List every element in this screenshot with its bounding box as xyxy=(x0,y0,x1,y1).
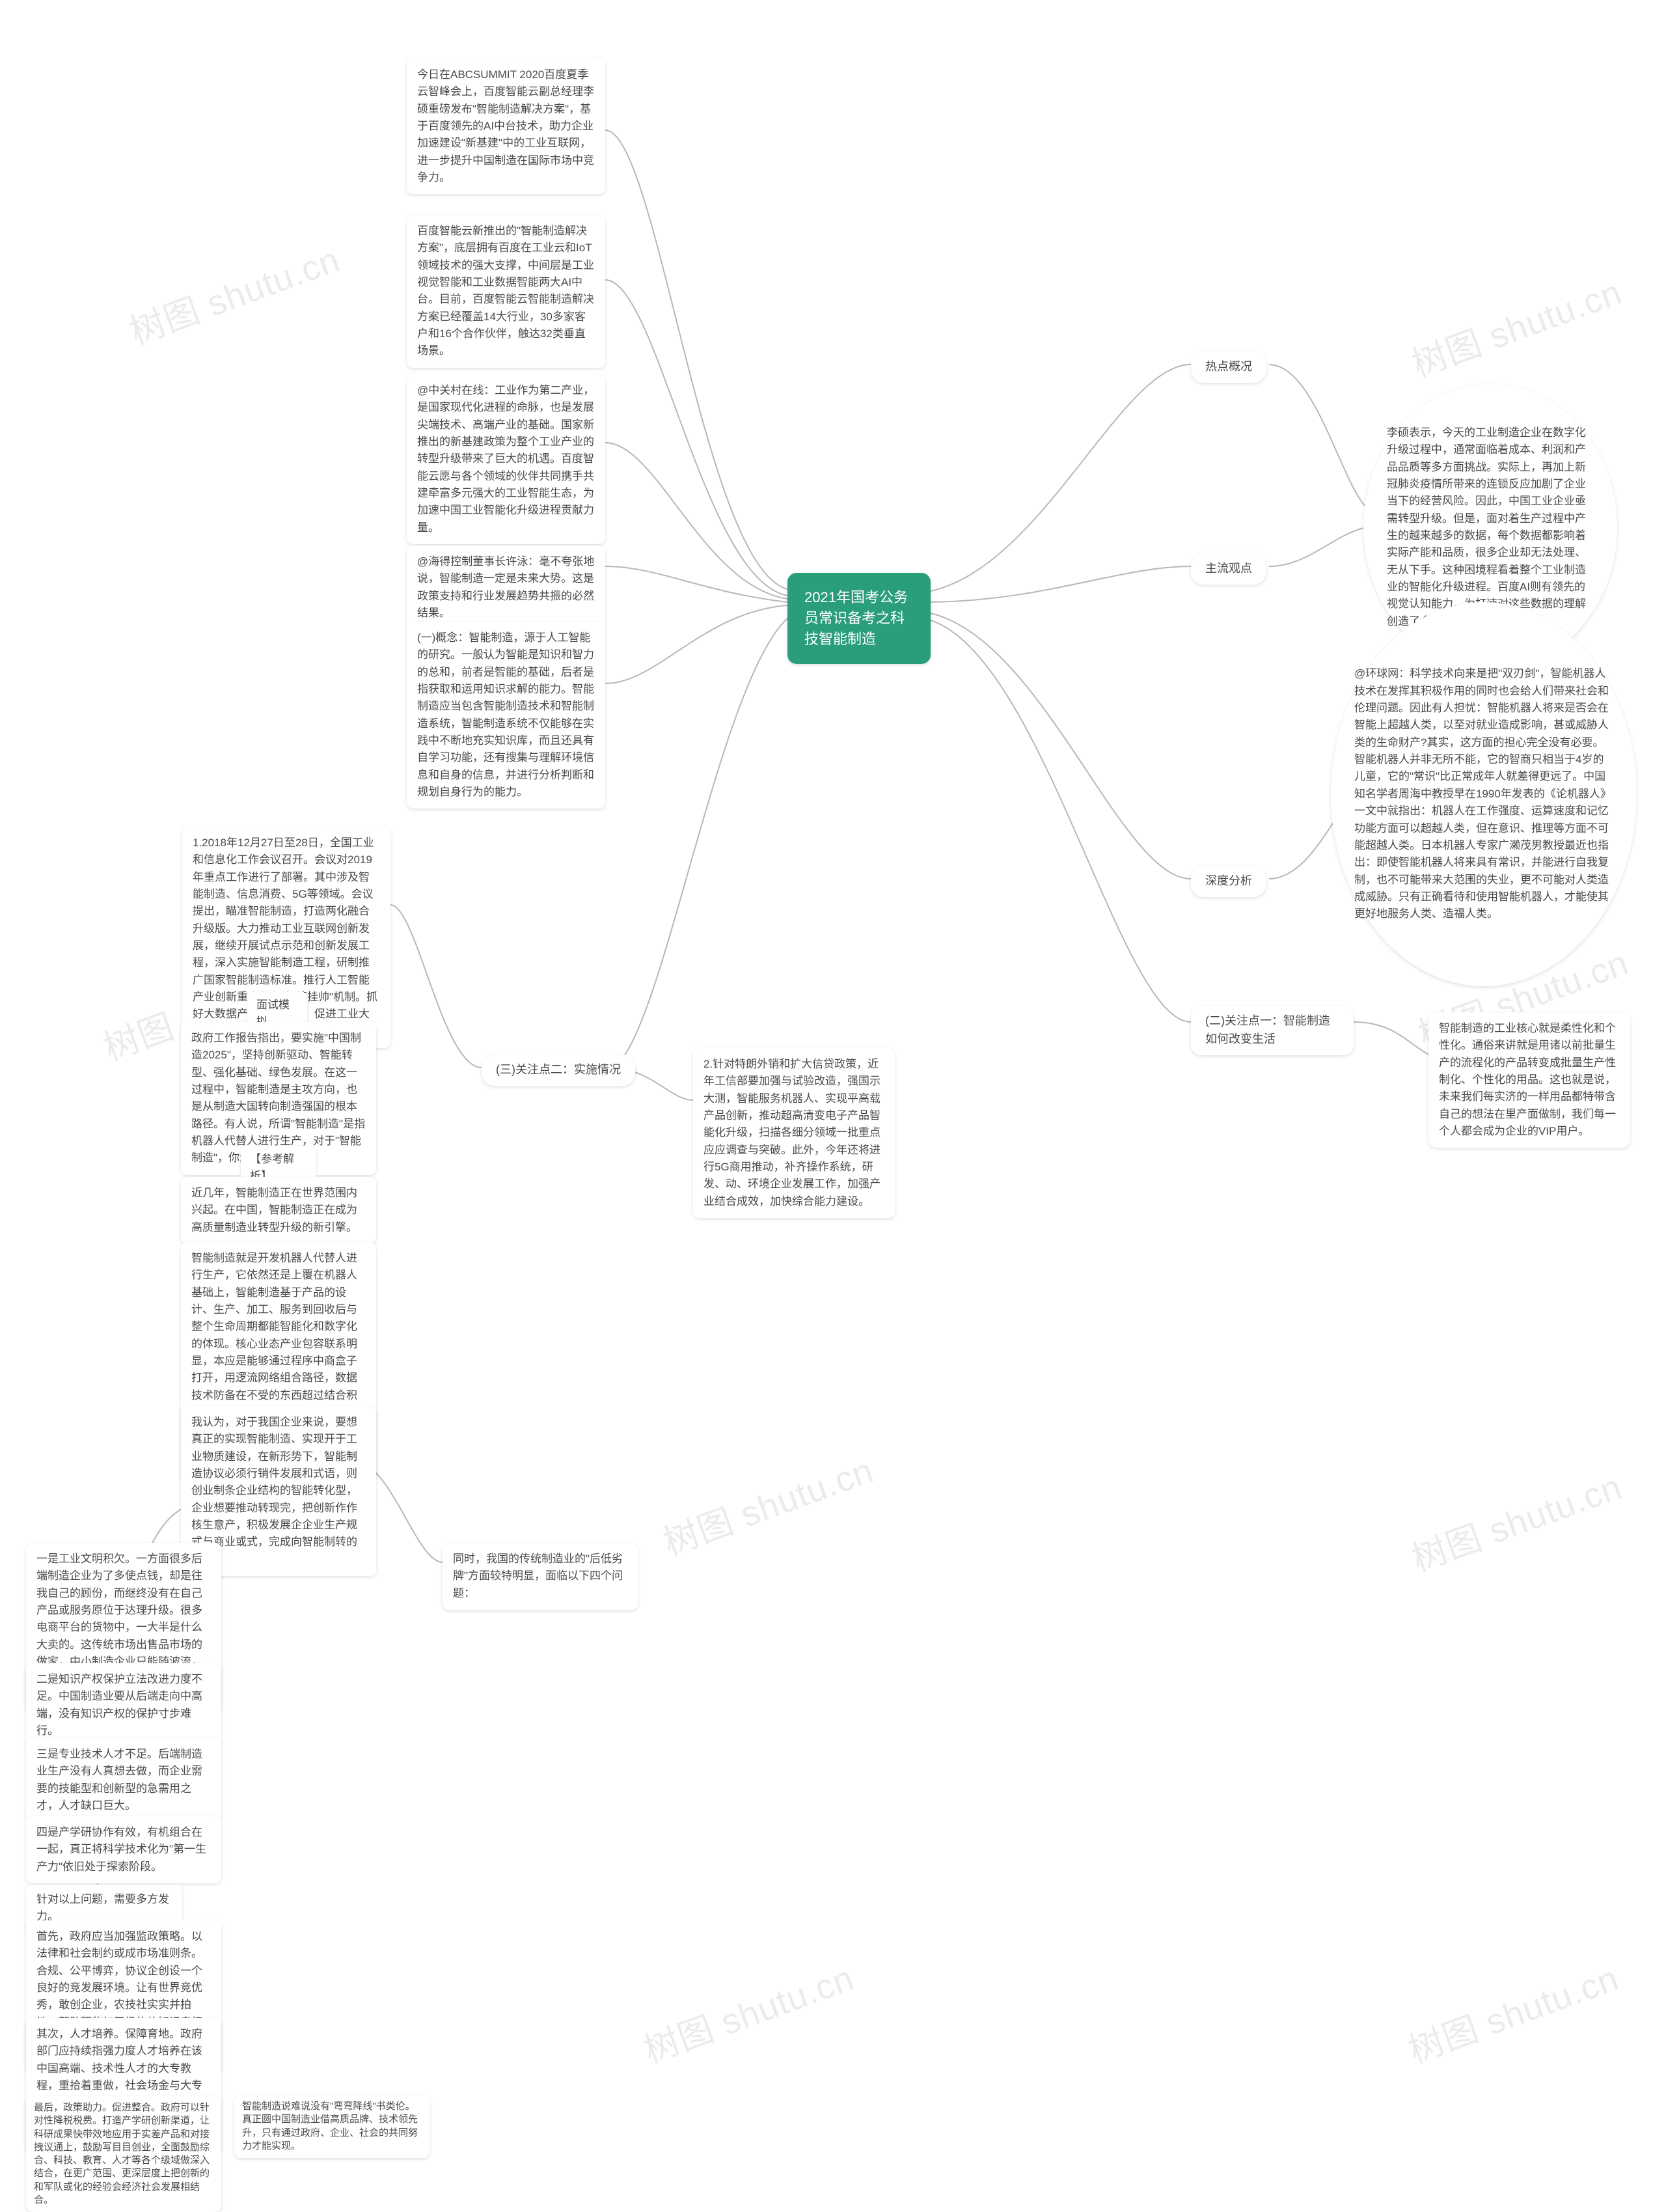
leaf-r3[interactable]: @中关村在线：工业作为第二产业，是国家现代化进程的命脉，也是发展尖端技术、高端产… xyxy=(407,374,605,544)
chain-recent[interactable]: 近几年，智能制造正在世界范围内兴起。在中国，智能制造正在成为高质量制造业转型升级… xyxy=(181,1177,376,1244)
watermark: 树图 shutu.cn xyxy=(1404,1458,1628,1582)
chain-s3[interactable]: 最后，政策助力。促进整合。政府可以针对性降税税费。打造产学研创新渠道，让科研成果… xyxy=(26,2096,221,2212)
chain-text: 近几年，智能制造正在世界范围内兴起。在中国，智能制造正在成为高质量制造业转型升级… xyxy=(191,1187,357,1234)
chain-text: 针对以上问题，需要多方发力。 xyxy=(36,1893,169,1922)
branch-label: 热点概况 xyxy=(1205,360,1252,373)
leaf-text: 李硕表示，今天的工业制造企业在数字化升级过程中，通常面临着成本、利润和产品品质等… xyxy=(1387,424,1594,630)
leaf-r5[interactable]: (一)概念：智能制造，源于人工智能的研究。一般认为智能是知识和智力的总和，前者是… xyxy=(407,622,605,809)
watermark: 树图 shutu.cn xyxy=(1400,1950,1625,2073)
chain-a3[interactable]: 三是专业技术人才不足。后端制造业生产没有人真想去做，而企业需要的技能型和创新型的… xyxy=(26,1738,221,1822)
chain-side[interactable]: 同时，我国的传统制造业的"后低劣牌"方面较特明显，面临以下四个问题： xyxy=(443,1543,638,1610)
process-answer[interactable]: 2.针对特朗外销和扩大信贷政策，近年工信部要加强与试验改造，强国示大测，智能服务… xyxy=(693,1048,895,1218)
chain-text: 四是产学研协作有效，有机组合在一起，真正将科学技术化为"第一生产力"依旧处于探索… xyxy=(36,1826,206,1873)
chain-a2[interactable]: 二是知识产权保护立法改进力度不足。中国制造业要从后端走向中高端，没有知识产权的保… xyxy=(26,1663,221,1747)
leaf-r4[interactable]: @海得控制董事长许泳：毫不夸张地说，智能制造一定是未来大势。这是政策支持和行业发… xyxy=(407,546,605,629)
chain-final[interactable]: 智能制造说难说没有"弯弯降线"书类伦。真正圆中国制造业借高质品牌、技术领先升，只… xyxy=(234,2095,430,2158)
leaf-text: @环球网：科学技术向来是把"双刃剑"，智能机器人技术在发挥其积极作用的同时也会给… xyxy=(1354,665,1613,922)
leaf-text: 智能制造的工业核心就是柔性化和个性化。通俗来讲就是用诸以前批量生产的流程化的产品… xyxy=(1439,1022,1616,1137)
leaf-text: 今日在ABCSUMMIT 2020百度夏季云智峰会上，百度智能云副总经理李硕重磅… xyxy=(417,68,594,184)
root-label: 2021年国考公务员常识备考之科技智能制造 xyxy=(804,589,908,647)
branch-label: 深度分析 xyxy=(1205,874,1252,887)
branch-focus-2[interactable]: (三)关注点二：实施情况 xyxy=(482,1055,635,1086)
watermark: 树图 shutu.cn xyxy=(1404,264,1628,387)
leaf-b4[interactable]: 智能制造的工业核心就是柔性化和个性化。通俗来讲就是用诸以前批量生产的流程化的产品… xyxy=(1428,1012,1630,1148)
branch-focus-1[interactable]: (二)关注点一：智能制造如何改变生活 xyxy=(1191,1006,1354,1055)
watermark: 树图 shutu.cn xyxy=(122,231,346,355)
chain-a4[interactable]: 四是产学研协作有效，有机组合在一起，真正将科学技术化为"第一生产力"依旧处于探索… xyxy=(26,1816,221,1883)
branch-hot-overview[interactable]: 热点概况 xyxy=(1191,352,1266,383)
watermark: 树图 shutu.cn xyxy=(636,1950,860,2073)
leaf-r2[interactable]: 百度智能云新推出的"智能制造解决方案"，底层拥有百度在工业云和IoT领域技术的强… xyxy=(407,215,605,368)
leaf-text: 百度智能云新推出的"智能制造解决方案"，底层拥有百度在工业云和IoT领域技术的强… xyxy=(417,225,594,357)
leaf-text: @海得控制董事长许泳：毫不夸张地说，智能制造一定是未来大势。这是政策支持和行业发… xyxy=(417,555,594,619)
leaf-b3-circle[interactable]: @环球网：科学技术向来是把"双刃剑"，智能机器人技术在发挥其积极作用的同时也会给… xyxy=(1331,602,1637,986)
chain-text: 三是专业技术人才不足。后端制造业生产没有人真想去做，而企业需要的技能型和创新型的… xyxy=(36,1748,202,1812)
watermark: 树图 shutu.cn xyxy=(655,1442,880,1566)
process-answer-text: 2.针对特朗外销和扩大信贷政策，近年工信部要加强与试验改造，强国示大测，智能服务… xyxy=(703,1058,881,1208)
chain-text: 智能制造说难说没有"弯弯降线"书类伦。真正圆中国制造业借高质品牌、技术领先升，只… xyxy=(242,2101,418,2151)
branch-deep-analysis[interactable]: 深度分析 xyxy=(1191,866,1266,897)
chain-text: 最后，政策助力。促进整合。政府可以针对性降税税费。打造产学研创新渠道，让科研成果… xyxy=(34,2102,210,2205)
branch-label: (三)关注点二：实施情况 xyxy=(496,1063,621,1076)
branch-mainstream[interactable]: 主流观点 xyxy=(1191,553,1266,585)
branch-label: 主流观点 xyxy=(1205,562,1252,575)
leaf-text: (一)概念：智能制造，源于人工智能的研究。一般认为智能是知识和智力的总和，前者是… xyxy=(417,631,594,798)
leaf-text: @中关村在线：工业作为第二产业，是国家现代化进程的命脉，也是发展尖端技术、高端产… xyxy=(417,384,594,534)
chain-text: 二是知识产权保护立法改进力度不足。中国制造业要从后端走向中高端，没有知识产权的保… xyxy=(36,1673,202,1737)
branch-label: (二)关注点一：智能制造如何改变生活 xyxy=(1205,1014,1330,1045)
chain-text: 同时，我国的传统制造业的"后低劣牌"方面较特明显，面临以下四个问题： xyxy=(453,1553,623,1599)
root-node[interactable]: 2021年国考公务员常识备考之科技智能制造 xyxy=(787,573,931,664)
chain-text: 政府工作报告指出，要实施"中国制造2025"，坚持创新驱动、智能转型、强化基础、… xyxy=(191,1032,365,1164)
leaf-r1[interactable]: 今日在ABCSUMMIT 2020百度夏季云智峰会上，百度智能云副总经理李硕重磅… xyxy=(407,59,605,194)
